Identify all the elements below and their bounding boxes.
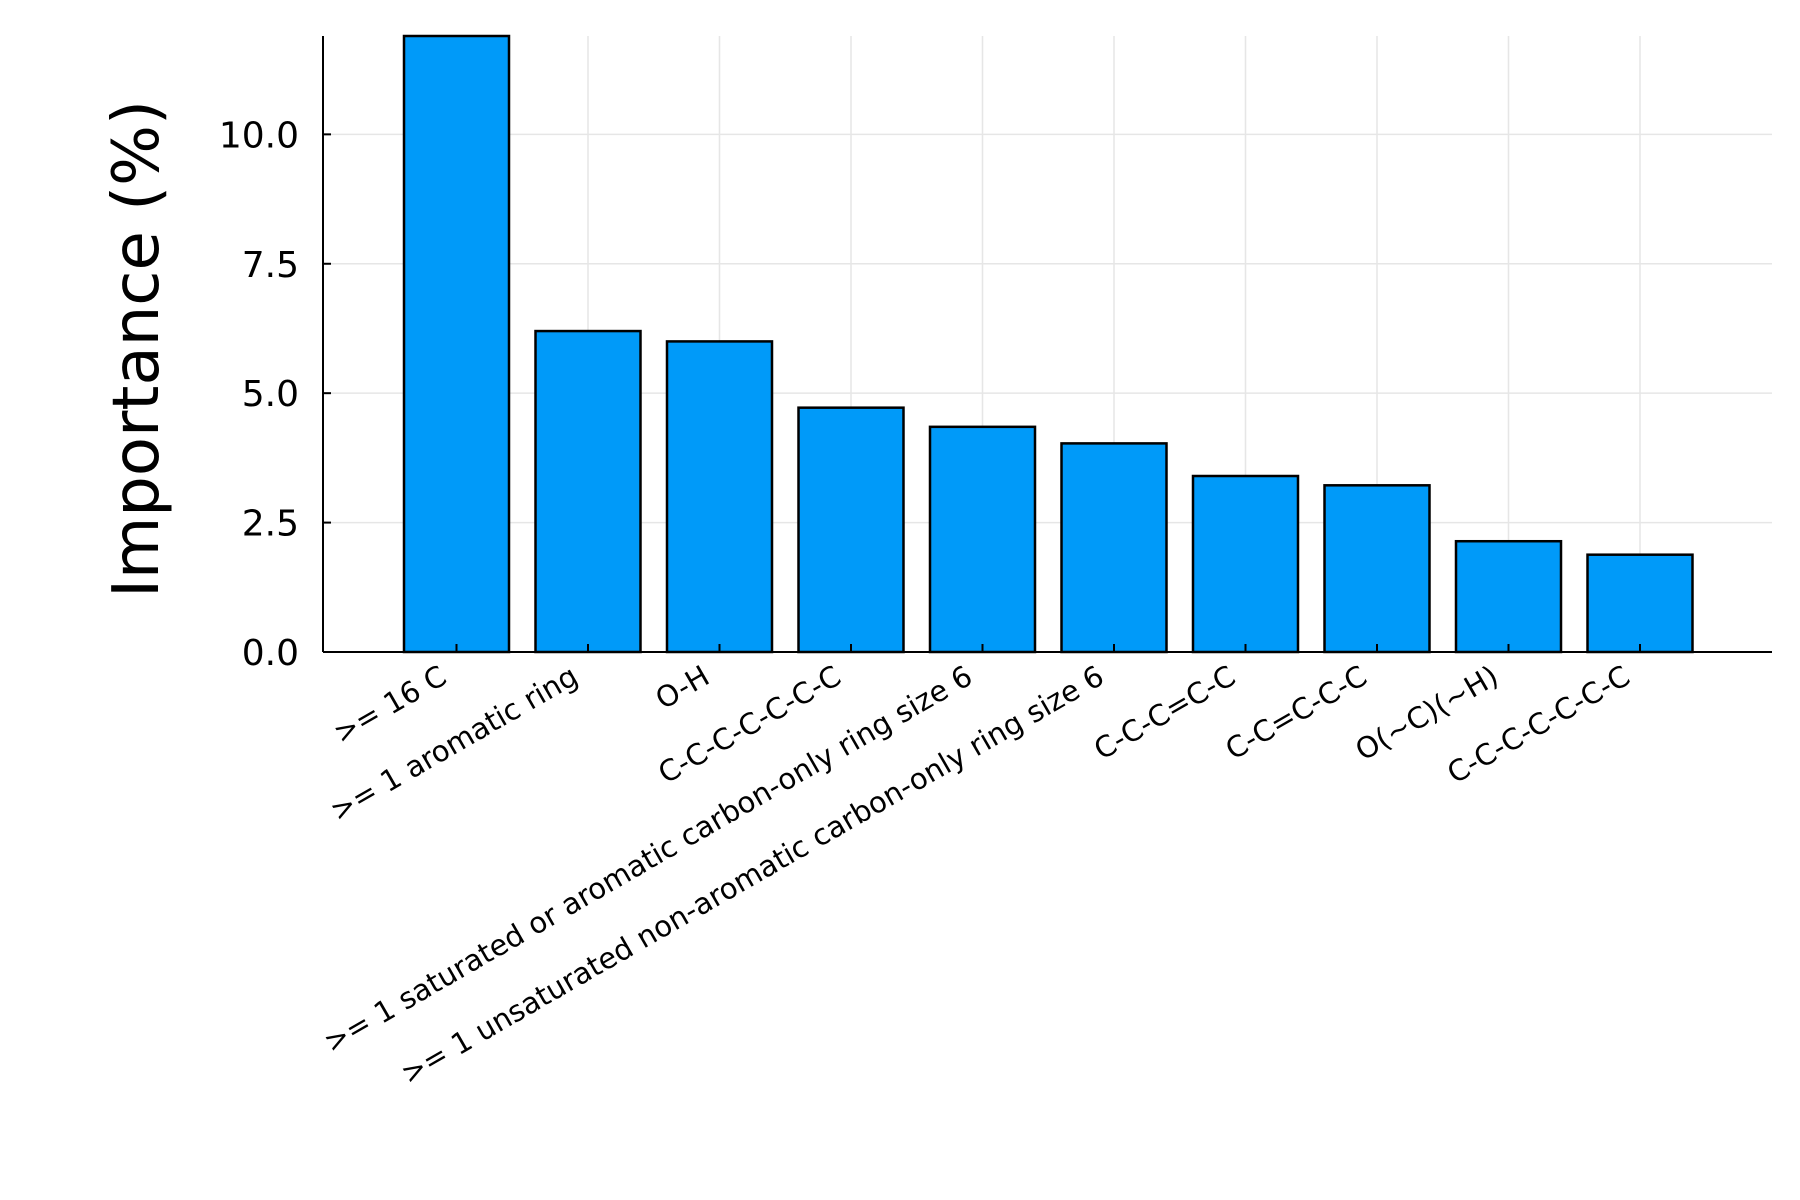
- bar: [1454, 539, 1563, 654]
- category-labels: >= 16 C>= 1 aromatic ring O-HC-C-C-C-C-C-…: [318, 659, 1636, 1091]
- ticks-layer: 0.0 2.5 5.0 7.5 10.0: [219, 115, 1641, 674]
- category-label: C-C-C=C-C: [1088, 659, 1241, 767]
- y-tick-label: 7.5: [242, 245, 299, 286]
- bar: [665, 340, 774, 654]
- category-label: >= 1 saturated or aromatic carbon-only r…: [318, 659, 978, 1060]
- bar: [1191, 474, 1300, 654]
- y-axis-title: Importance (%): [100, 100, 174, 598]
- y-tick-label: 2.5: [242, 504, 299, 545]
- y-tick-label: 0.0: [242, 633, 299, 674]
- bar: [1586, 553, 1694, 654]
- bar: [402, 34, 511, 654]
- bar: [797, 406, 905, 654]
- category-label: >= 1 aromatic ring: [324, 659, 583, 828]
- y-tick-label: 10.0: [219, 115, 299, 156]
- bar: [534, 329, 642, 654]
- bars-layer: [402, 34, 1694, 654]
- category-label: C-C=C-C-C: [1220, 659, 1373, 767]
- bar: [1060, 442, 1168, 654]
- bar: [1323, 484, 1431, 654]
- category-label: O-H: [650, 659, 715, 716]
- bar: [928, 425, 1037, 654]
- axes-layer: [322, 36, 1772, 653]
- y-tick-label: 5.0: [242, 374, 299, 415]
